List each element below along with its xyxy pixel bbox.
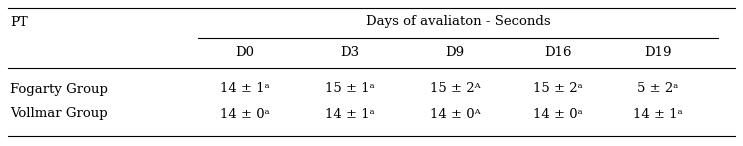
Text: PT: PT xyxy=(10,15,27,28)
Text: D0: D0 xyxy=(236,46,255,59)
Text: D9: D9 xyxy=(446,46,464,59)
Text: Days of avaliaton - Seconds: Days of avaliaton - Seconds xyxy=(366,15,551,28)
Text: D19: D19 xyxy=(644,46,672,59)
Text: 5 ± 2ᵃ: 5 ± 2ᵃ xyxy=(637,82,678,95)
Text: D3: D3 xyxy=(340,46,360,59)
Text: 14 ± 1ᵃ: 14 ± 1ᵃ xyxy=(633,107,683,120)
Text: 15 ± 2ᴬ: 15 ± 2ᴬ xyxy=(429,82,480,95)
Text: 14 ± 0ᴬ: 14 ± 0ᴬ xyxy=(429,107,480,120)
Text: 14 ± 1ᵃ: 14 ± 1ᵃ xyxy=(325,107,374,120)
Text: Vollmar Group: Vollmar Group xyxy=(10,107,108,120)
Text: Fogarty Group: Fogarty Group xyxy=(10,82,108,95)
Text: 15 ± 2ᵃ: 15 ± 2ᵃ xyxy=(533,82,583,95)
Text: 14 ± 1ᵃ: 14 ± 1ᵃ xyxy=(220,82,270,95)
Text: D16: D16 xyxy=(545,46,572,59)
Text: 14 ± 0ᵃ: 14 ± 0ᵃ xyxy=(533,107,583,120)
Text: 15 ± 1ᵃ: 15 ± 1ᵃ xyxy=(325,82,374,95)
Text: 14 ± 0ᵃ: 14 ± 0ᵃ xyxy=(220,107,270,120)
